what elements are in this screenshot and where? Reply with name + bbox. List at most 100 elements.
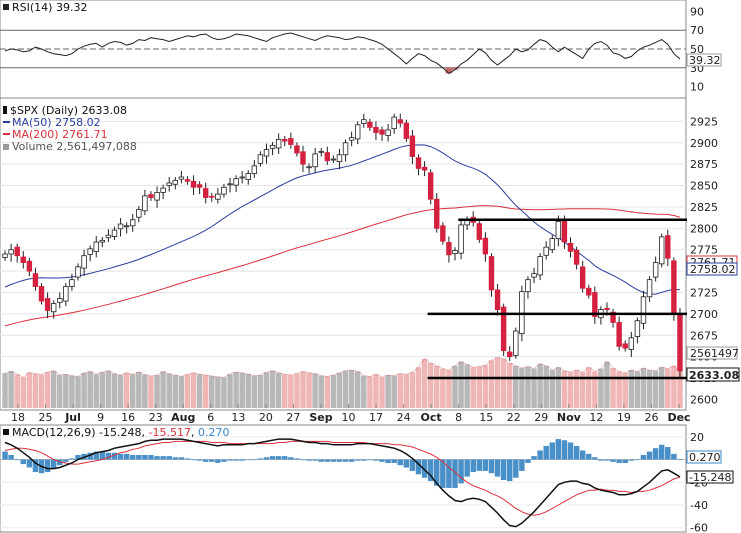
candle (117, 218, 124, 237)
candle (409, 129, 416, 165)
macd-hist-bar (634, 459, 641, 461)
price-tick-label: 2700 (690, 308, 718, 321)
price-panel: 2600262526502675270027252750277528002825… (0, 97, 740, 424)
volume-bars (2, 357, 683, 408)
candle-body (306, 166, 312, 169)
volume-bar (300, 371, 306, 408)
candle-body (14, 246, 20, 257)
macd-hist-bar (488, 459, 495, 474)
macd-hist-bar (506, 459, 513, 482)
candle (385, 123, 391, 142)
candle (196, 181, 203, 195)
macd-hist-bar (342, 459, 349, 462)
svg-text:MA(50) 2758.02: MA(50) 2758.02 (12, 116, 101, 129)
volume-bar (622, 372, 628, 408)
candle (379, 126, 385, 142)
date-tick-label: 19 (617, 411, 631, 424)
candle (50, 300, 57, 319)
candle-body (379, 129, 385, 135)
candle (20, 251, 26, 269)
volume-bar (567, 372, 574, 408)
date-tick-label: Aug (171, 411, 195, 424)
rsi-tick-label: 70 (690, 24, 704, 37)
candle-body (294, 145, 300, 154)
volume-last-label: 2561497 (690, 347, 739, 360)
candle-body (117, 223, 124, 230)
candle (130, 213, 136, 232)
candle (99, 236, 106, 248)
macd-hist-bar (154, 456, 160, 460)
macd-hist-bar (26, 459, 33, 468)
volume-bar (257, 374, 264, 408)
volume-bar (209, 375, 215, 408)
candle (257, 151, 264, 167)
candle (123, 222, 130, 234)
candle-body (476, 223, 483, 240)
macd-hist-bar (14, 459, 20, 461)
date-tick-label: 23 (149, 411, 163, 424)
candle (63, 283, 69, 307)
volume-bar (32, 373, 39, 408)
macd-hist-bar (579, 450, 586, 460)
macd-hist-bar (288, 457, 294, 460)
macd-hist-bar (160, 456, 166, 460)
candle-body (348, 137, 355, 141)
volume-bar (20, 377, 27, 408)
candle-body (634, 320, 641, 337)
macd-hist-bar (306, 459, 312, 461)
macd-hist-bar (549, 442, 556, 460)
macd-hist-bar (87, 452, 93, 460)
candle (14, 243, 20, 263)
macd-hist-bar (640, 455, 647, 460)
macd-hist-bar (665, 447, 671, 460)
macd-signal-legend-value: -15.517 (149, 426, 191, 439)
volume-bar (336, 372, 343, 408)
volume-bar (427, 363, 434, 408)
candle (354, 121, 361, 145)
macd-frame (0, 424, 687, 533)
legend-spx-name: $SPX (Daily) (10, 104, 78, 117)
volume-bar (549, 370, 556, 408)
price-tick-label: 2600 (690, 393, 718, 406)
volume-bar (506, 363, 513, 408)
macd-hist-bar (427, 459, 434, 482)
volume-bar (215, 376, 221, 408)
macd-hist-bar (385, 459, 391, 463)
volume-bar (330, 374, 337, 408)
macd-hist-bar (202, 459, 209, 462)
candle-body (555, 221, 562, 240)
volume-bar (434, 365, 440, 408)
candle-body (610, 311, 616, 323)
macd-legend-name: MACD(12,26,9) (12, 426, 96, 439)
candle (525, 276, 531, 299)
date-tick-label: 6 (207, 411, 214, 424)
candle (8, 243, 14, 262)
candle-body (330, 158, 337, 161)
date-tick-label: 8 (455, 411, 462, 424)
candle (506, 345, 513, 361)
candle-body (288, 138, 294, 145)
volume-bar (446, 370, 452, 408)
volume-bar (239, 372, 245, 408)
volume-bar (99, 372, 106, 408)
candle (403, 119, 410, 142)
macd-hist-bar (348, 459, 355, 462)
volume-bar (251, 375, 258, 408)
macd-hist-bar (671, 453, 677, 460)
volume-bar (658, 367, 665, 408)
candle (488, 253, 495, 297)
macd-hist-bar (336, 459, 343, 462)
legend-spx-value: 2633.08 (82, 104, 128, 117)
volume-bar (452, 365, 458, 408)
candle-body (506, 351, 513, 358)
date-tick-label: 9 (97, 411, 104, 424)
macd-hist-bar (2, 451, 8, 460)
candle (677, 307, 683, 378)
price-tick-label: 2825 (690, 201, 718, 214)
candle-body (525, 279, 531, 293)
macd-legend-swatch (3, 429, 9, 435)
candle-body (93, 241, 99, 252)
candle-body (57, 298, 63, 303)
candle (440, 222, 446, 245)
